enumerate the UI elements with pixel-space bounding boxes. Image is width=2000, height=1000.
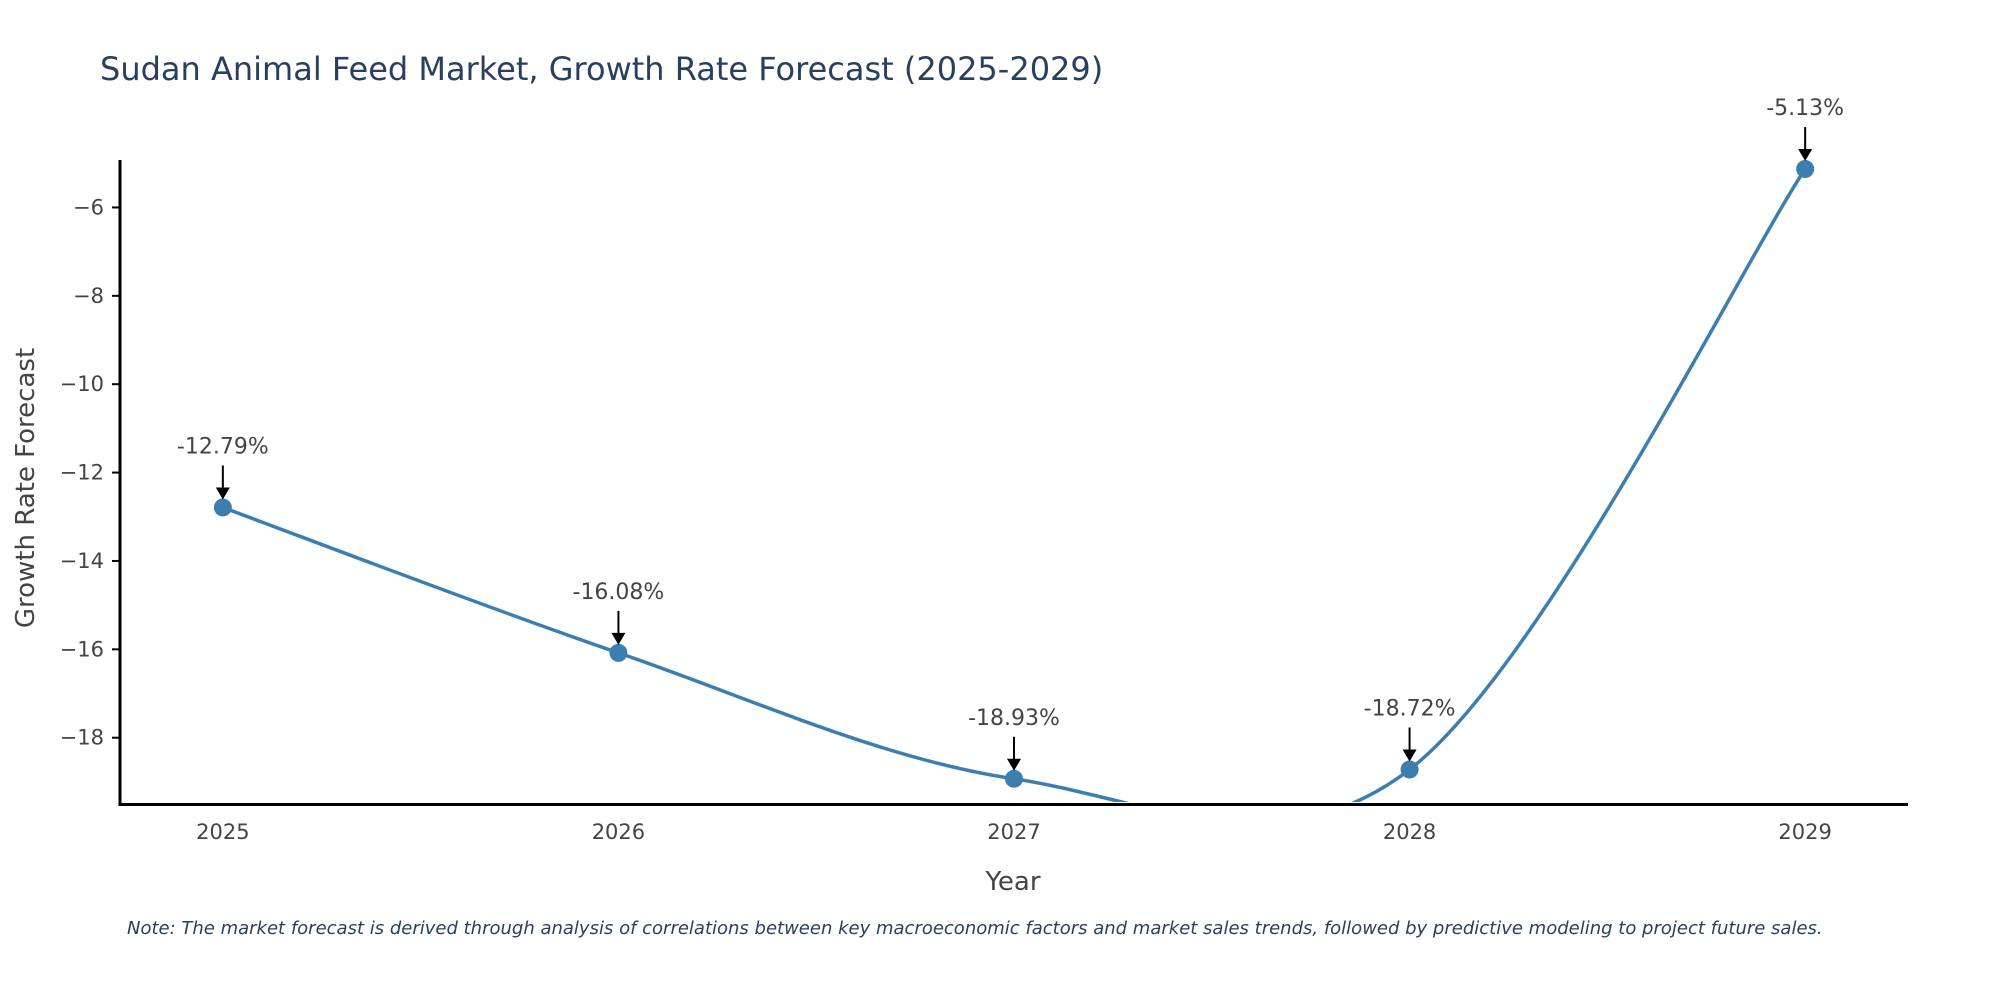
annotation-arrowhead [1007, 758, 1021, 771]
chart-title: Sudan Animal Feed Market, Growth Rate Fo… [100, 50, 1103, 88]
y-axis-ticks: −18 −16 −14 −12 −10 −8 −6 [60, 195, 120, 750]
data-label: -16.08% [573, 580, 665, 605]
y-tick-label: −6 [73, 195, 104, 219]
data-points [213, 160, 1815, 788]
y-tick-label: −12 [60, 461, 104, 485]
y-tick-label: −8 [73, 284, 104, 308]
data-label: -12.79% [177, 434, 269, 459]
annotation-arrowhead [215, 487, 230, 500]
x-tick-label: 2025 [196, 820, 249, 844]
x-tick-label: 2029 [1778, 820, 1831, 844]
y-tick-label: −18 [60, 726, 104, 750]
series-line [222, 168, 1807, 802]
data-label: -18.93% [968, 706, 1060, 731]
y-tick-label: −16 [60, 637, 104, 661]
annotation-arrowhead [611, 632, 626, 645]
data-point [1400, 760, 1419, 779]
y-tick-label: −14 [60, 549, 104, 573]
data-annotations: -12.79% -16.08% -18.93% -18.72% -5.13% [177, 96, 1844, 771]
x-axis-title: Year [984, 867, 1040, 897]
annotation-arrowhead [1798, 149, 1813, 162]
y-tick-label: −10 [60, 372, 104, 396]
x-tick-label: 2027 [987, 820, 1040, 844]
data-label: -18.72% [1364, 697, 1456, 722]
data-point [213, 498, 232, 517]
data-label: -5.13% [1766, 96, 1844, 121]
data-point [1796, 160, 1815, 179]
x-tick-label: 2026 [592, 820, 645, 844]
x-tick-label: 2028 [1383, 820, 1436, 844]
footnote: Note: The market forecast is derived thr… [127, 918, 1823, 939]
annotation-arrowhead [1402, 749, 1417, 762]
x-axis-ticks: 2025 2026 2027 2028 2029 [196, 820, 1832, 844]
data-point [609, 643, 628, 662]
data-point [1005, 769, 1023, 788]
y-axis-title: Growth Rate Forecast [11, 348, 41, 628]
